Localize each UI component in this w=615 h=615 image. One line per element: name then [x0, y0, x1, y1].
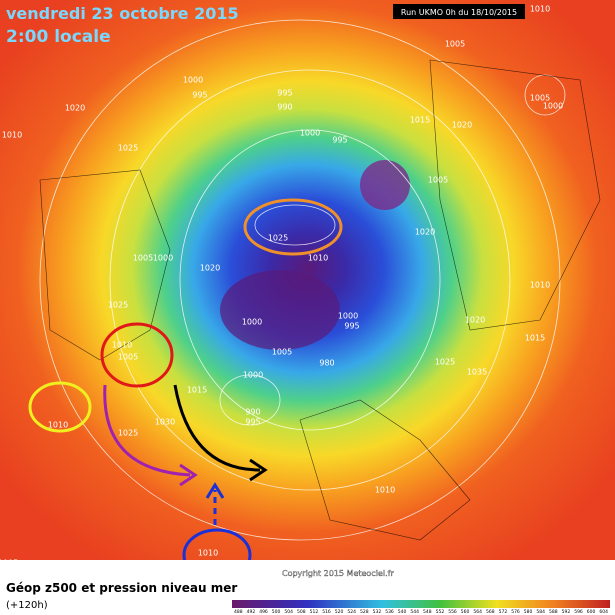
- scale-label: 496: [259, 609, 268, 615]
- isobar-label: 1025: [268, 234, 288, 243]
- isobar-label: 1000: [338, 312, 358, 321]
- scale-label: 536: [385, 609, 394, 615]
- scale-label: 532: [373, 609, 382, 615]
- isobar-label: 1020: [415, 228, 435, 237]
- isobar-label: 1025: [435, 358, 455, 367]
- scale-label: 580: [524, 609, 533, 615]
- isobar-label: 1000: [243, 371, 263, 380]
- low-core: [360, 160, 410, 210]
- scale-label: 504: [284, 609, 293, 615]
- isobar-label: 1030: [155, 418, 175, 427]
- arrow-head: [205, 482, 225, 499]
- scale-label: 556: [448, 609, 457, 615]
- isobar-label: 1000: [300, 129, 320, 138]
- scale-label: 492: [247, 609, 256, 615]
- highlight-red: [100, 322, 174, 388]
- isobar-label: 1010: [530, 281, 550, 290]
- scale-label: 600: [587, 609, 596, 615]
- isobar-label: 1020: [200, 264, 220, 273]
- low-core: [220, 270, 340, 350]
- scale-label: 540: [398, 609, 407, 615]
- scale-label: 520: [335, 609, 344, 615]
- scale-label: 572: [499, 609, 508, 615]
- isobar-label: 1005: [133, 254, 153, 263]
- isobar-label: 1010: [48, 421, 68, 430]
- scale-label: 544: [410, 609, 419, 615]
- isobar-label: 1005: [530, 94, 550, 103]
- isobar-label: 1020: [465, 316, 485, 325]
- isobar-label: 1005: [118, 353, 138, 362]
- isobar-label: 1000: [183, 76, 203, 85]
- highlight-yellow: [28, 381, 92, 433]
- isobar-label: 1025: [108, 301, 128, 310]
- run-box: [393, 4, 525, 19]
- scale-label: 488: [234, 609, 243, 615]
- scale-label: 596: [574, 609, 583, 615]
- scale-label: 516: [322, 609, 331, 615]
- isobar-label: 1005: [428, 176, 448, 185]
- isobar-label: 1010: [112, 341, 132, 350]
- scale-label: 552: [436, 609, 445, 615]
- arrow-black: [173, 384, 261, 472]
- scale-label: 568: [486, 609, 495, 615]
- isobar-label: 1025: [118, 144, 138, 153]
- scale-label: 584: [536, 609, 545, 615]
- run-label: Run UKMO 0h du 18/10/2015: [401, 8, 517, 17]
- time-title: 2:00 locale: [6, 27, 111, 47]
- coastlines: [39, 59, 601, 541]
- isobar-label: 990: [245, 408, 260, 417]
- scale-label: 508: [297, 609, 306, 615]
- isobar-label: 995: [245, 418, 260, 427]
- arrow-purple: [103, 384, 191, 477]
- isobar-label: 980: [319, 359, 334, 368]
- scale-label: 564: [473, 609, 482, 615]
- scale-label: 576: [511, 609, 520, 615]
- isobar-label: 995: [332, 136, 347, 145]
- isobar-label: 1000: [242, 318, 262, 327]
- scale-label: 592: [562, 609, 571, 615]
- scale-label: 604: [599, 609, 608, 615]
- arrow-head: [179, 463, 198, 487]
- isobar-label: 1015: [410, 116, 430, 125]
- isobar-label: 1010: [2, 131, 22, 140]
- footer-lead: (+120h): [6, 600, 48, 611]
- scale-label: 560: [461, 609, 470, 615]
- scale-label: 512: [310, 609, 319, 615]
- scale-label: 524: [347, 609, 356, 615]
- isobar-label: 1015: [525, 334, 545, 343]
- isobar-label: 995: [344, 322, 359, 331]
- isobar-label: 1010: [375, 486, 395, 495]
- arrow-head: [249, 458, 268, 482]
- isobar-label: 1020: [452, 121, 472, 130]
- scale-label: 588: [549, 609, 558, 615]
- isobar-label: 1020: [65, 104, 85, 113]
- scale-label: 500: [272, 609, 281, 615]
- isobar-label: 1005: [445, 40, 465, 49]
- isobar-label: 1025: [118, 429, 138, 438]
- isobar-label: 1010: [530, 5, 550, 14]
- isobar-label: 1015: [187, 386, 207, 395]
- isobar-label: 990: [277, 103, 292, 112]
- color-scale: [232, 600, 610, 608]
- date-title: vendredi 23 octobre 2015: [6, 4, 239, 23]
- scale-label: 528: [360, 609, 369, 615]
- scale-label: 548: [423, 609, 432, 615]
- isobar-label: 1000: [543, 102, 563, 111]
- isobar-label: 1035: [467, 368, 487, 377]
- footer-title: Géop z500 et pression niveau mer: [6, 581, 237, 595]
- isobar-label: 1010: [308, 254, 328, 263]
- highlight-orange: [243, 198, 343, 256]
- isobar-label: 1010: [198, 549, 218, 558]
- isobar-label: 1000: [153, 254, 173, 263]
- isobar-label: 1005: [272, 348, 292, 357]
- isobar-label: 995: [277, 89, 292, 98]
- copyright: Copyright 2015 Meteociel.fr: [282, 569, 394, 578]
- isobar-label: 995: [192, 91, 207, 100]
